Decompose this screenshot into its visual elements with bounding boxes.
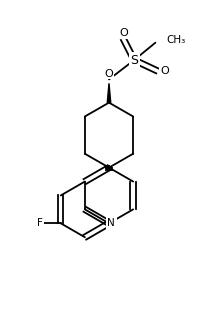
Text: S: S [130, 54, 138, 66]
Text: O: O [160, 66, 169, 76]
Text: N: N [107, 218, 115, 228]
Polygon shape [107, 83, 111, 103]
Text: F: F [37, 218, 43, 228]
Text: CH₃: CH₃ [166, 35, 186, 45]
Text: O: O [105, 69, 113, 79]
Text: O: O [119, 28, 128, 38]
